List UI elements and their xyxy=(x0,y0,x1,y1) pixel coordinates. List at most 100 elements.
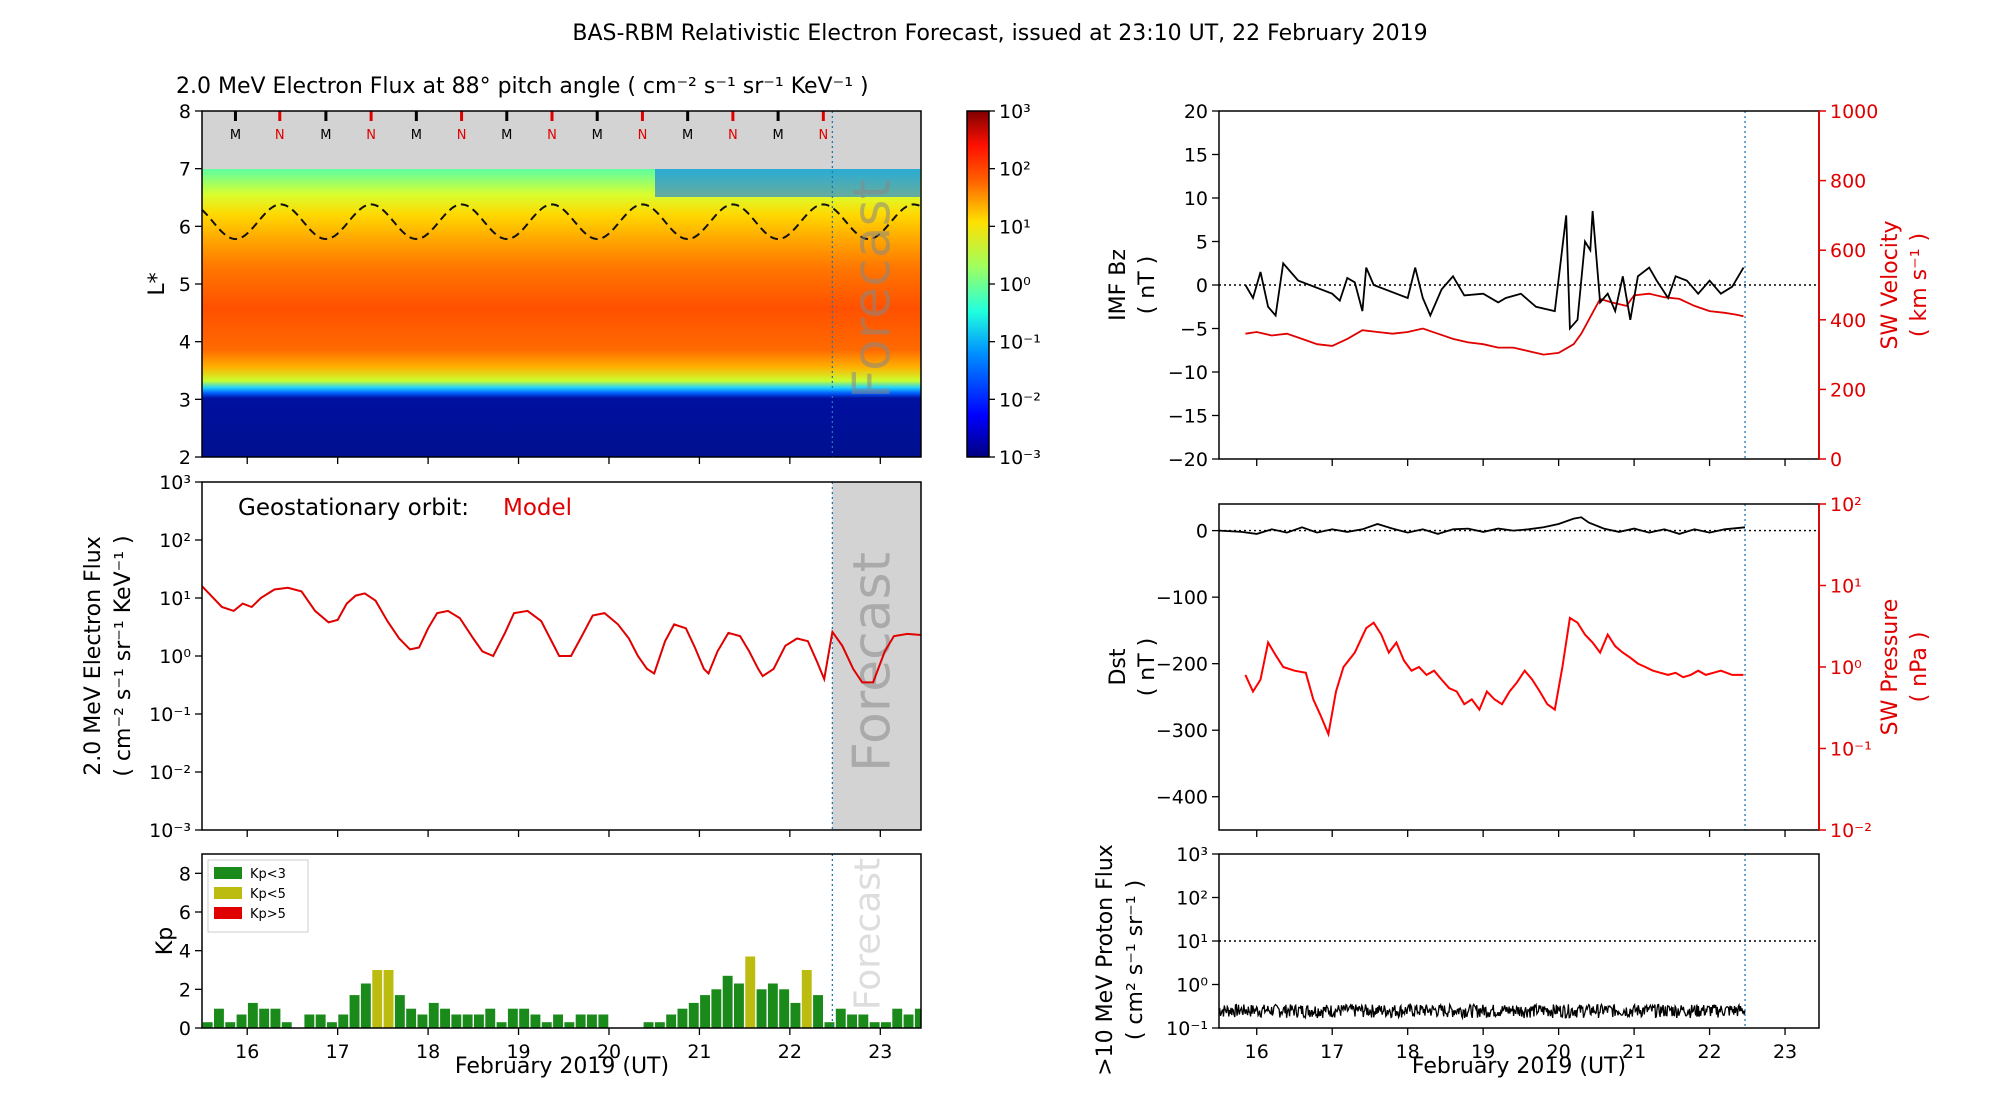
flux-map-marker-label-10: M xyxy=(682,128,693,143)
proton-ylabel-2: ( cm² s⁻¹ sr⁻¹ ) xyxy=(1123,880,1148,1040)
kp-bar-47 xyxy=(734,983,744,1028)
kp-legend-swatch-low xyxy=(214,867,242,879)
kp-ytick-label-0: 0 xyxy=(179,1018,191,1040)
geo-flux-ytick-label-3: 10⁰ xyxy=(159,646,191,668)
kp-bar-30 xyxy=(541,1022,552,1028)
geo-flux-ytick-label-0: 10⁻³ xyxy=(149,820,191,842)
figure-title: BAS-RBM Relativistic Electron Forecast, … xyxy=(572,21,1427,46)
sw-velocity-ytick-label-1: 200 xyxy=(1830,379,1866,401)
kp-y-axis: 0 2 4 6 8 xyxy=(179,863,202,1040)
flux-map-marker-label-11: N xyxy=(728,128,738,143)
dst-line xyxy=(1219,516,1746,535)
dst-panel: −400 −300 −200 −100 0 10⁻² 10⁻¹ 10⁰ 10¹ 10² Dst (… xyxy=(1106,494,1932,842)
kp-bar-58 xyxy=(858,1014,869,1028)
flux-map-panel: 2.0 MeV Electron Flux at 88° pitch angle… xyxy=(145,74,922,469)
kp-x-axis: 16 17 18 19 20 21 22 23 xyxy=(235,457,892,1063)
geo-flux-ytick-label-5: 10² xyxy=(159,530,191,552)
kp-bar-69 xyxy=(983,989,993,1028)
flux-map-y-axis: 2 3 4 5 6 7 8 xyxy=(179,101,202,469)
imf-ytick-label-2: −10 xyxy=(1168,362,1208,384)
imf-ylabel-2: ( nT ) xyxy=(1135,256,1160,315)
kp-bar-17 xyxy=(394,995,405,1028)
kp-bar-5 xyxy=(259,1008,270,1028)
geo-flux-ytick-label-2: 10⁻¹ xyxy=(149,704,191,726)
x-axis-label-left: February 2019 (UT) xyxy=(455,1054,669,1079)
flux-map-marker-label-3: N xyxy=(366,128,376,143)
colorbar-tick-label-6: 10³ xyxy=(999,101,1031,123)
flux-map-ytick-label-6: 8 xyxy=(179,101,191,123)
kp-bar-24 xyxy=(474,1014,484,1028)
kp-bar-16 xyxy=(383,970,394,1028)
kp-bar-6 xyxy=(270,1008,281,1028)
proton-ylabel-1: >10 MeV Proton Flux xyxy=(1093,844,1118,1076)
proton-xtick-label-2: 18 xyxy=(1396,1041,1420,1063)
kp-bar-4 xyxy=(247,1002,258,1028)
kp-bar-63 xyxy=(914,1008,921,1028)
imf-ytick-label-0: −20 xyxy=(1168,449,1208,471)
kp-bar-62 xyxy=(903,1014,914,1028)
kp-bar-71 xyxy=(1005,1009,1015,1028)
kp-bar-13 xyxy=(349,995,360,1028)
kp-bar-57 xyxy=(847,1014,857,1028)
sw-velocity-ylabel-2: ( km s⁻¹ ) xyxy=(1907,233,1932,337)
sw-velocity-ytick-label-2: 400 xyxy=(1830,310,1866,332)
imf-ytick-label-1: −15 xyxy=(1168,406,1208,428)
kp-ytick-label-4: 8 xyxy=(179,863,191,885)
flux-map-marker-label-4: M xyxy=(411,128,422,143)
proton-y-axis: 10⁻¹ 10⁰ 10¹ 10² 10³ xyxy=(1166,844,1219,1040)
sw-pressure-line xyxy=(1244,616,1744,738)
proton-xtick-label-6: 22 xyxy=(1697,1041,1721,1063)
proton-xtick-label-0: 16 xyxy=(1245,1041,1269,1063)
imf-ytick-label-4: 0 xyxy=(1196,275,1208,297)
kp-bar-41 xyxy=(666,1014,677,1028)
kp-bar-43 xyxy=(688,1002,699,1028)
kp-bar-18 xyxy=(406,1008,417,1028)
sw-velocity-line xyxy=(1245,292,1744,356)
kp-bar-64 xyxy=(926,1009,936,1028)
kp-legend-high: Kp>5 xyxy=(250,907,286,922)
colorbar-fill xyxy=(967,111,989,457)
geo-flux-ylabel-2: ( cm⁻² s⁻¹ sr⁻¹ KeV⁻¹ ) xyxy=(111,535,136,776)
imf-ytick-label-8: 20 xyxy=(1184,101,1208,123)
sw-velocity-ylabel-1: SW Velocity xyxy=(1878,220,1903,349)
kp-bar-26 xyxy=(496,1022,507,1028)
flux-map-ylabel: L* xyxy=(145,272,170,295)
kp-legend-swatch-high xyxy=(214,907,242,919)
geo-flux-series-label: Model xyxy=(503,495,572,521)
geo-flux-ylabel-1: 2.0 MeV Electron Flux xyxy=(81,536,106,776)
flux-map-ytick-label-5: 7 xyxy=(179,159,191,181)
kp-bar-32 xyxy=(564,1022,575,1028)
kp-bar-46 xyxy=(722,975,733,1028)
proton-xtick-label-4: 20 xyxy=(1547,1041,1571,1063)
kp-bar-70 xyxy=(994,1009,1004,1028)
flux-map-marker-label-2: M xyxy=(320,128,331,143)
sw-velocity-ytick-label-0: 0 xyxy=(1830,449,1842,471)
sw-pressure-ylabel-1: SW Pressure xyxy=(1878,599,1903,736)
sw-pressure-ytick-label-2: 10⁰ xyxy=(1830,657,1862,679)
kp-bar-3 xyxy=(236,1014,247,1028)
kp-ytick-label-3: 6 xyxy=(179,902,191,924)
kp-bar-25 xyxy=(485,1008,496,1028)
kp-bar-39 xyxy=(643,1022,654,1028)
kp-bar-27 xyxy=(507,1008,518,1028)
kp-bar-59 xyxy=(869,1022,880,1028)
flux-map-marker-label-7: N xyxy=(547,128,557,143)
flux-map-title: 2.0 MeV Electron Flux at 88° pitch angle… xyxy=(176,74,869,99)
geo-flux-model-line xyxy=(202,585,921,684)
sw-pressure-ytick-label-4: 10² xyxy=(1830,494,1862,516)
kp-bar-2 xyxy=(225,1022,236,1028)
colorbar-tick-label-4: 10¹ xyxy=(999,216,1031,238)
colorbar-tick-label-5: 10² xyxy=(999,159,1031,181)
proton-ytick-label-3: 10² xyxy=(1176,888,1208,910)
flux-map-marker-label-6: M xyxy=(501,128,512,143)
geo-flux-annotation: Geostationary orbit: xyxy=(238,495,469,521)
kp-bar-33 xyxy=(575,1014,586,1028)
geo-flux-ytick-label-6: 10³ xyxy=(159,472,191,494)
proton-ytick-label-1: 10⁰ xyxy=(1176,975,1208,997)
x-axis-label-right: February 2019 (UT) xyxy=(1412,1054,1626,1079)
sw-velocity-ytick-label-3: 600 xyxy=(1830,240,1866,262)
kp-bars xyxy=(202,956,1015,1028)
